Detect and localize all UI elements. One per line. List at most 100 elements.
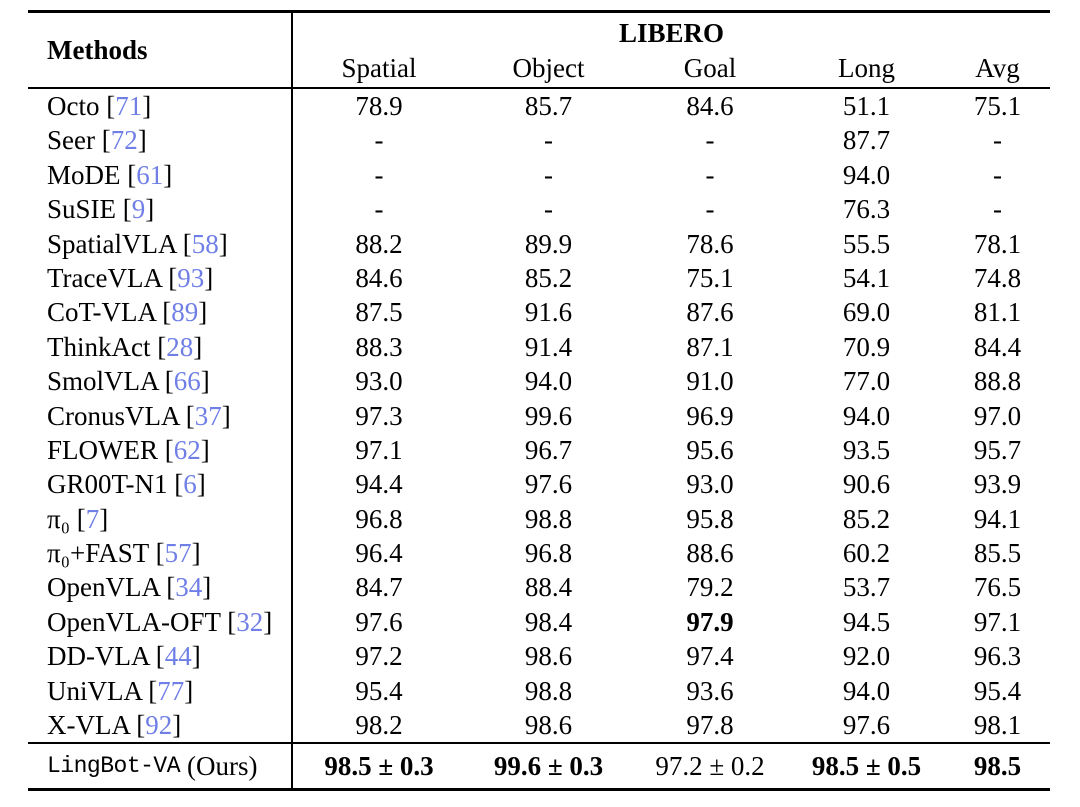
table-row: π₀ [7] 96.8 98.8 95.8 85.2 94.1 (28, 501, 1050, 537)
method-name: SuSIE (47, 194, 117, 225)
table-row: OpenVLA-OFT [32] 97.6 98.4 97.9 94.5 97.1 (28, 604, 1050, 640)
libero-group-label: LIBERO (618, 18, 725, 48)
method-name: ThinkAct (47, 331, 151, 362)
score-cell: 70.9 (842, 331, 891, 362)
citation-bracket-open: [ (176, 228, 192, 259)
table-row: ThinkAct [28] 88.3 91.4 87.1 70.9 84.4 (28, 329, 1050, 365)
score-cell: 75.1 (686, 262, 734, 293)
method-name: OpenVLA-OFT (47, 606, 221, 637)
score-cell: - (993, 194, 1002, 225)
methods-column-header: Methods (28, 13, 293, 87)
method-cell: Octo [71] (28, 89, 293, 124)
score-cell: 81.1 (973, 297, 1022, 328)
citation-number[interactable]: 89 (171, 297, 199, 328)
ours-score-long: 98.5 ± 0.5 (811, 751, 922, 782)
methods-label: Methods (47, 34, 148, 65)
method-cell: SpatialVLA [58] (28, 226, 293, 261)
citation-bracket-open: [ (155, 297, 172, 328)
citation-number[interactable]: 77 (157, 675, 185, 706)
subcolumn-headers: Spatial Object Goal Long Avg (293, 52, 1050, 85)
citation-bracket-open: [ (149, 641, 165, 672)
citation-number[interactable]: 37 (194, 400, 222, 431)
table-row: TraceVLA [93] 84.6 85.2 75.1 54.1 74.8 (28, 260, 1050, 296)
score-cell: 98.4 (524, 606, 573, 637)
score-cell: 91.0 (686, 366, 734, 397)
score-cell: 97.2 (355, 641, 403, 672)
score-cell: 96.8 (524, 538, 573, 569)
citation-number[interactable]: 61 (136, 159, 164, 190)
citation-bracket-close: ] (196, 469, 206, 500)
method-name: DD-VLA (47, 641, 149, 672)
method-cell: X-VLA [92] (28, 708, 293, 743)
citation-bracket-close: ] (142, 91, 152, 121)
citation-bracket-close: ] (99, 503, 109, 534)
score-cell: 94.1 (973, 503, 1022, 534)
citation-number[interactable]: 57 (164, 538, 192, 569)
method-cell: Seer [72] (28, 123, 293, 158)
citation-number[interactable]: 66 (173, 366, 201, 397)
table-row: OpenVLA [34] 84.7 88.4 79.2 53.7 76.5 (28, 570, 1050, 605)
score-cell: 99.6 (524, 400, 573, 431)
score-cell: 95.6 (686, 434, 734, 465)
ours-row: LingBot-VA (Ours) 98.5 ± 0.3 99.6 ± 0.3 … (28, 744, 1050, 789)
citation-bracket-close: ] (163, 159, 173, 190)
method-name: π₀ (47, 503, 71, 534)
method-name: OpenVLA (47, 572, 160, 603)
ours-method-suffix: (Ours) (187, 751, 258, 782)
score-cell: 93.9 (973, 469, 1022, 500)
score-cell: 85.2 (524, 262, 573, 293)
citation-number[interactable]: 7 (85, 503, 100, 534)
score-cell: 96.4 (355, 538, 403, 569)
score-cell: - (993, 125, 1002, 156)
citation-bracket-close: ] (218, 228, 228, 259)
citation-number[interactable]: 58 (191, 228, 219, 259)
column-header-avg: Avg (975, 53, 1020, 83)
score-cell: 97.6 (842, 710, 891, 741)
citation-number[interactable]: 6 (183, 469, 197, 500)
score-cell: 60.2 (842, 538, 891, 569)
method-name: SpatialVLA (47, 228, 176, 259)
score-cell: 94.4 (355, 469, 403, 500)
column-header-object: Object (512, 53, 585, 83)
citation-number[interactable]: 72 (110, 125, 138, 156)
score-cell: 98.2 (355, 710, 403, 741)
libero-results-table: Methods LIBERO Spatial Object Goal Long … (28, 10, 1050, 792)
table-row: DD-VLA [44] 97.2 98.6 97.4 92.0 96.3 (28, 639, 1050, 674)
citation-number[interactable]: 28 (166, 331, 194, 362)
citation-number[interactable]: 93 (177, 262, 205, 293)
citation-number[interactable]: 44 (164, 641, 192, 672)
method-cell: ThinkAct [28] (28, 329, 293, 365)
table-row: MoDE [61] - - - 94.0 - (28, 157, 1050, 193)
citation-bracket-close: ] (198, 297, 208, 328)
method-name: TraceVLA (47, 262, 162, 293)
table-row: CronusVLA [37] 97.3 99.6 96.9 94.0 97.0 (28, 398, 1050, 433)
column-header-goal: Goal (683, 53, 737, 83)
method-name: CronusVLA (47, 400, 180, 431)
citation-number[interactable]: 92 (145, 710, 173, 741)
column-header-long: Long (838, 53, 895, 83)
score-cell: 76.5 (973, 572, 1022, 603)
score-cell: 98.1 (973, 710, 1022, 741)
table-row: Octo [71] 78.9 85.7 84.6 51.1 75.1 (28, 89, 1050, 124)
citation-number[interactable]: 32 (236, 606, 264, 637)
table-row: SmolVLA [66] 93.0 94.0 91.0 77.0 88.8 (28, 364, 1050, 399)
score-cell: - (544, 194, 553, 225)
score-cell: 84.6 (686, 91, 734, 121)
ours-score-object: 99.6 ± 0.3 (493, 751, 604, 782)
score-cell: 94.0 (524, 366, 573, 397)
citation-number[interactable]: 62 (173, 434, 201, 465)
score-cell: 98.8 (524, 503, 573, 534)
method-name: FLOWER (47, 434, 158, 465)
score-cell: 94.0 (842, 675, 891, 706)
score-cell: - (374, 125, 384, 156)
citation-number[interactable]: 9 (131, 194, 146, 225)
method-name: CoT-VLA (47, 297, 156, 328)
method-cell: OpenVLA [34] (28, 570, 293, 605)
method-name: GR00T-N1 (47, 469, 168, 500)
score-cell: 97.6 (355, 606, 403, 637)
citation-bracket-open: [ (158, 434, 174, 465)
score-cell: 74.8 (973, 262, 1022, 293)
citation-number[interactable]: 34 (175, 572, 203, 603)
column-header-spatial: Spatial (341, 53, 417, 83)
citation-number[interactable]: 71 (115, 91, 143, 121)
